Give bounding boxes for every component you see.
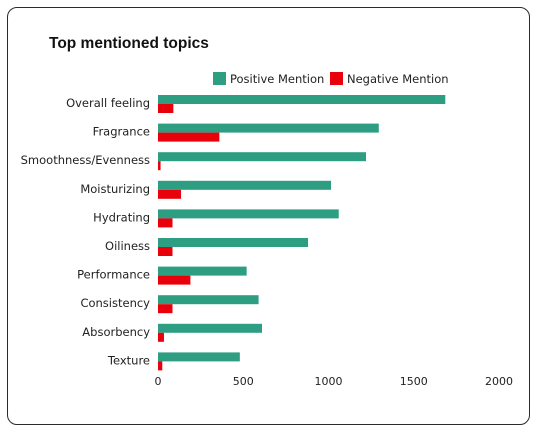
positive-bar-6 (158, 266, 247, 276)
category-label: Oiliness (105, 239, 150, 253)
positive-bar-3 (158, 180, 332, 190)
positive-bar-4 (158, 209, 339, 219)
negative-bar-1 (158, 132, 220, 142)
legend-swatch (213, 72, 226, 85)
positive-bar-8 (158, 323, 263, 333)
category-label: Consistency (80, 296, 150, 310)
positive-bar-2 (158, 152, 367, 162)
x-axis-labels: 0 500 1000 1500 2000 (155, 375, 514, 388)
negative-bar-8 (158, 332, 164, 342)
negative-bar-5 (158, 247, 173, 256)
legend: Positive Mention Negative Mention (213, 72, 449, 86)
x-tick-label: 1500 (400, 375, 428, 388)
y-axis-labels: Overall feeling Fragrance Smoothness/Evenn… (21, 96, 151, 367)
category-label: Overall feeling (66, 96, 150, 110)
legend-label: Positive Mention (230, 72, 324, 86)
negative-bar-7 (158, 304, 173, 314)
chart-title: Top mentioned topics (49, 35, 209, 52)
positive-bar-7 (158, 295, 259, 305)
category-label: Hydrating (93, 210, 150, 224)
x-tick-label: 2000 (485, 375, 513, 388)
negative-bar-2 (158, 161, 161, 171)
positive-bar-0 (158, 95, 446, 104)
negative-bar-3 (158, 189, 182, 199)
legend-swatch (330, 72, 343, 85)
category-label: Fragrance (93, 125, 150, 139)
category-label: Performance (77, 268, 150, 282)
legend-label: Negative Mention (347, 72, 449, 86)
negative-bar-4 (158, 218, 173, 228)
negative-bar-6 (158, 275, 191, 285)
negative-bar-9 (158, 361, 163, 371)
x-tick-label: 0 (155, 375, 162, 388)
x-tick-label: 1000 (315, 375, 343, 388)
category-label: Moisturizing (80, 182, 150, 196)
category-label: Absorbency (82, 325, 150, 339)
bars (158, 95, 446, 371)
category-label: Smoothness/Evenness (21, 153, 150, 167)
x-tick-label: 500 (233, 375, 254, 388)
positive-bar-5 (158, 238, 309, 247)
category-label: Texture (107, 353, 150, 367)
positive-bar-1 (158, 123, 379, 133)
positive-bar-9 (158, 352, 240, 362)
negative-bar-0 (158, 104, 174, 113)
